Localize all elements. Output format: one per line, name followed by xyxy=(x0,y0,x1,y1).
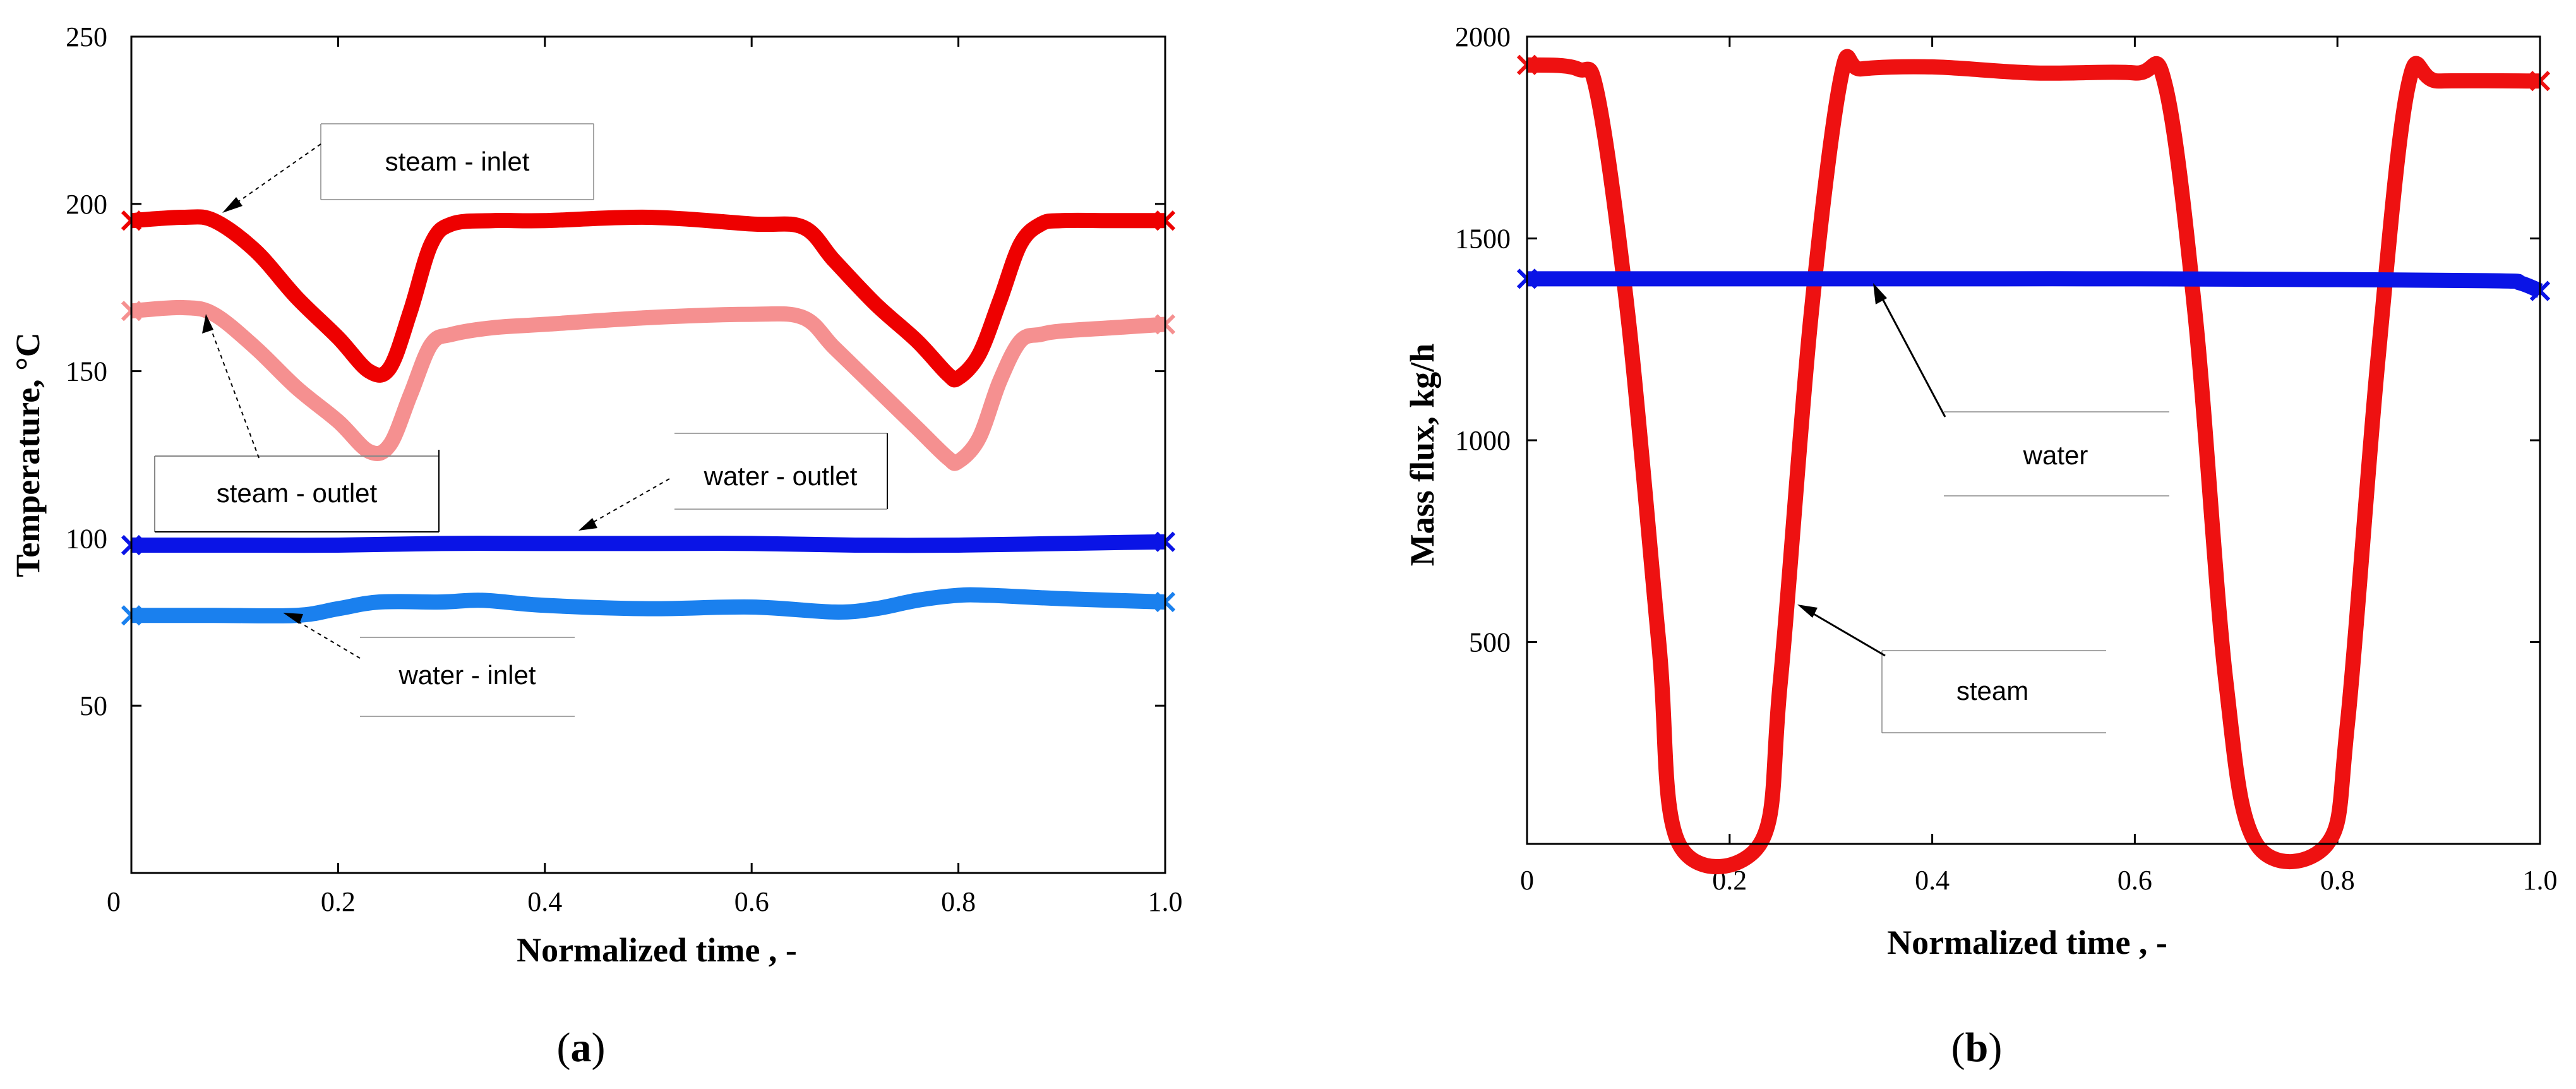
water-annotation xyxy=(1873,283,2169,496)
panel-b-x-axis-title: Normalized time , - xyxy=(1887,924,2167,961)
panel-b-x-tick-label: 0.6 xyxy=(2118,865,2152,896)
panel-a-annotations xyxy=(154,123,888,717)
steam-annotation xyxy=(1797,605,2106,733)
panel-a-x-tick-label: 0.2 xyxy=(321,886,356,917)
panel-a-y-axis-title: Temperature, °C xyxy=(9,332,47,577)
panel-b-series-steam xyxy=(1526,49,2541,874)
panel-a-series-water-inlet xyxy=(131,587,1166,623)
panel-a-series-steam-inlet xyxy=(131,209,1165,388)
panel-b-y-tick-label: 1500 xyxy=(1455,224,1511,255)
steam-outlet-label: steam - outlet xyxy=(217,478,378,508)
panel-a-y-tick-label: 100 xyxy=(66,523,107,554)
panel-a-y-tick-label: 150 xyxy=(66,356,107,387)
panel-a-caption: (a) xyxy=(557,1025,606,1071)
panel-b-caption: (b) xyxy=(1951,1025,2003,1071)
panel-b-y-tick-label: 1000 xyxy=(1455,425,1511,456)
panel-a-x-tick-label: 0.4 xyxy=(527,886,562,917)
panel-b-caption-close: ) xyxy=(1988,1025,2002,1071)
panel-a-x-axis-title: Normalized time , - xyxy=(517,931,797,969)
panel-a-series xyxy=(121,209,1176,626)
panel-a-y-tick-label: 50 xyxy=(80,690,107,721)
panel-b-y-axis-title: Mass flux, kg/h xyxy=(1403,344,1441,567)
panel-a-y-tick-label: 200 xyxy=(66,189,107,220)
panel-a-origin-label: 0 xyxy=(107,886,121,917)
water-inlet-annotation xyxy=(283,613,575,717)
panel-b-caption-open: ( xyxy=(1951,1025,1965,1071)
panel-b-caption-letter: b xyxy=(1965,1025,1989,1071)
panel-b-series-water xyxy=(1526,271,2543,298)
panel-a-series-steam-outlet xyxy=(131,299,1166,471)
steam-label: steam xyxy=(1956,676,2028,706)
panel-a-plot-frame xyxy=(130,35,1166,874)
steam-outlet-annotation xyxy=(154,314,440,532)
panel-b-origin-label: 0 xyxy=(1520,865,1534,896)
panel-b-x-tick-label: 1.0 xyxy=(2523,865,2558,896)
panel-b-plot-frame xyxy=(1526,35,2541,845)
steam-inlet-label: steam - inlet xyxy=(385,147,530,176)
panel-a-x-tick-label: 1.0 xyxy=(1148,886,1183,917)
water-inlet-label: water - inlet xyxy=(398,660,536,690)
panel-a-x-tick-label: 0.6 xyxy=(734,886,769,917)
panel-a-caption-letter: a xyxy=(571,1025,592,1071)
panel-a-x-tick-label: 0.8 xyxy=(941,886,976,917)
panel-b-x-tick-label: 0.4 xyxy=(1915,865,1950,896)
water-label: water xyxy=(2023,440,2088,470)
water-outlet-annotation xyxy=(578,433,888,531)
panel-b-annotations xyxy=(1797,283,2169,733)
water-outlet-label: water - outlet xyxy=(704,461,858,491)
panel-a-series-water-outlet xyxy=(131,534,1166,553)
panel-a-y-tick-label: 250 xyxy=(66,21,107,52)
panel-a-caption-close: ) xyxy=(592,1025,606,1071)
panel-b-series xyxy=(1516,49,2551,874)
panel-a-ticks: 0.2 0.4 0.6 0.8 1.0 50 100 150 200 250 xyxy=(66,21,1183,917)
panel-b-y-tick-label: 2000 xyxy=(1455,21,1511,52)
panel-b-y-tick-label: 500 xyxy=(1469,627,1511,658)
panel-a: 0.2 0.4 0.6 0.8 1.0 50 100 150 200 250 xyxy=(9,21,1183,1071)
panel-b-x-tick-label: 0.8 xyxy=(2320,865,2355,896)
steam-inlet-annotation xyxy=(222,123,594,213)
panel-a-caption-open: ( xyxy=(557,1025,571,1071)
